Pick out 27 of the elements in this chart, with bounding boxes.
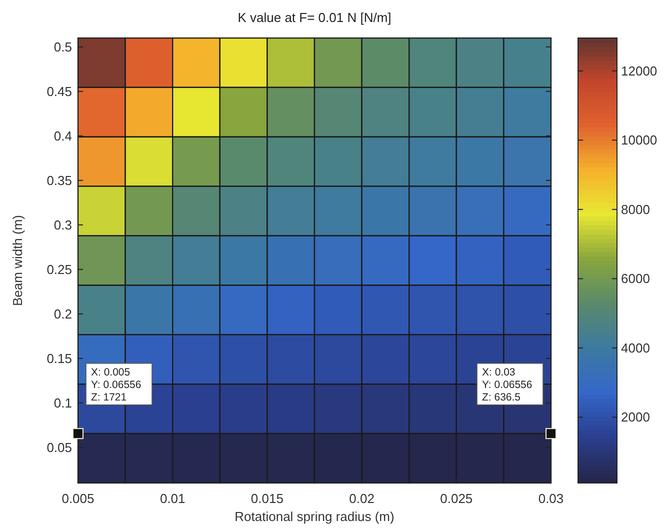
color-bar-label: 12000 [621,63,658,78]
y-axis-title: Beam width (m) [10,214,25,306]
x-tick-label: 0.01 [160,491,186,506]
y-tick-label: 0.5 [54,39,72,54]
annotation: X: 0.005 Y: 0.06556 Z: 1721 [91,366,142,404]
chart-title: K value at F= 0.01 N [N/m] [238,10,392,25]
y-tick-label: 0.25 [46,262,72,277]
x-tick-label: 0.005 [62,491,94,506]
y-tick-label: 0.4 [54,128,72,144]
x-tick-label: 0.015 [250,491,284,506]
color-bar-label: 10000 [621,132,658,148]
color-bar-label: 6000 [621,271,650,286]
annotation: X: 0.03 Y: 0.06556 Z: 636.5 [482,366,532,404]
y-tick-label: 0.05 [46,440,72,455]
color-bar-label: 4000 [621,340,650,356]
x-tick-label: 0.025 [440,491,473,506]
color-bar-label: 8000 [621,202,650,217]
y-tick-label: 0.1 [54,395,72,410]
y-tick-label: 0.45 [46,84,72,99]
x-axis-title: Rotational spring radius (m) [234,509,394,524]
y-tick-label: 0.2 [54,306,72,322]
y-tick-label: 0.35 [46,172,72,188]
color-bar-label: 2000 [621,410,650,425]
x-tick-label: 0.02 [349,491,374,506]
y-tick-label: 0.3 [54,217,72,232]
x-tick-label: 0.03 [538,491,564,506]
y-tick-label: 0.15 [46,350,72,366]
